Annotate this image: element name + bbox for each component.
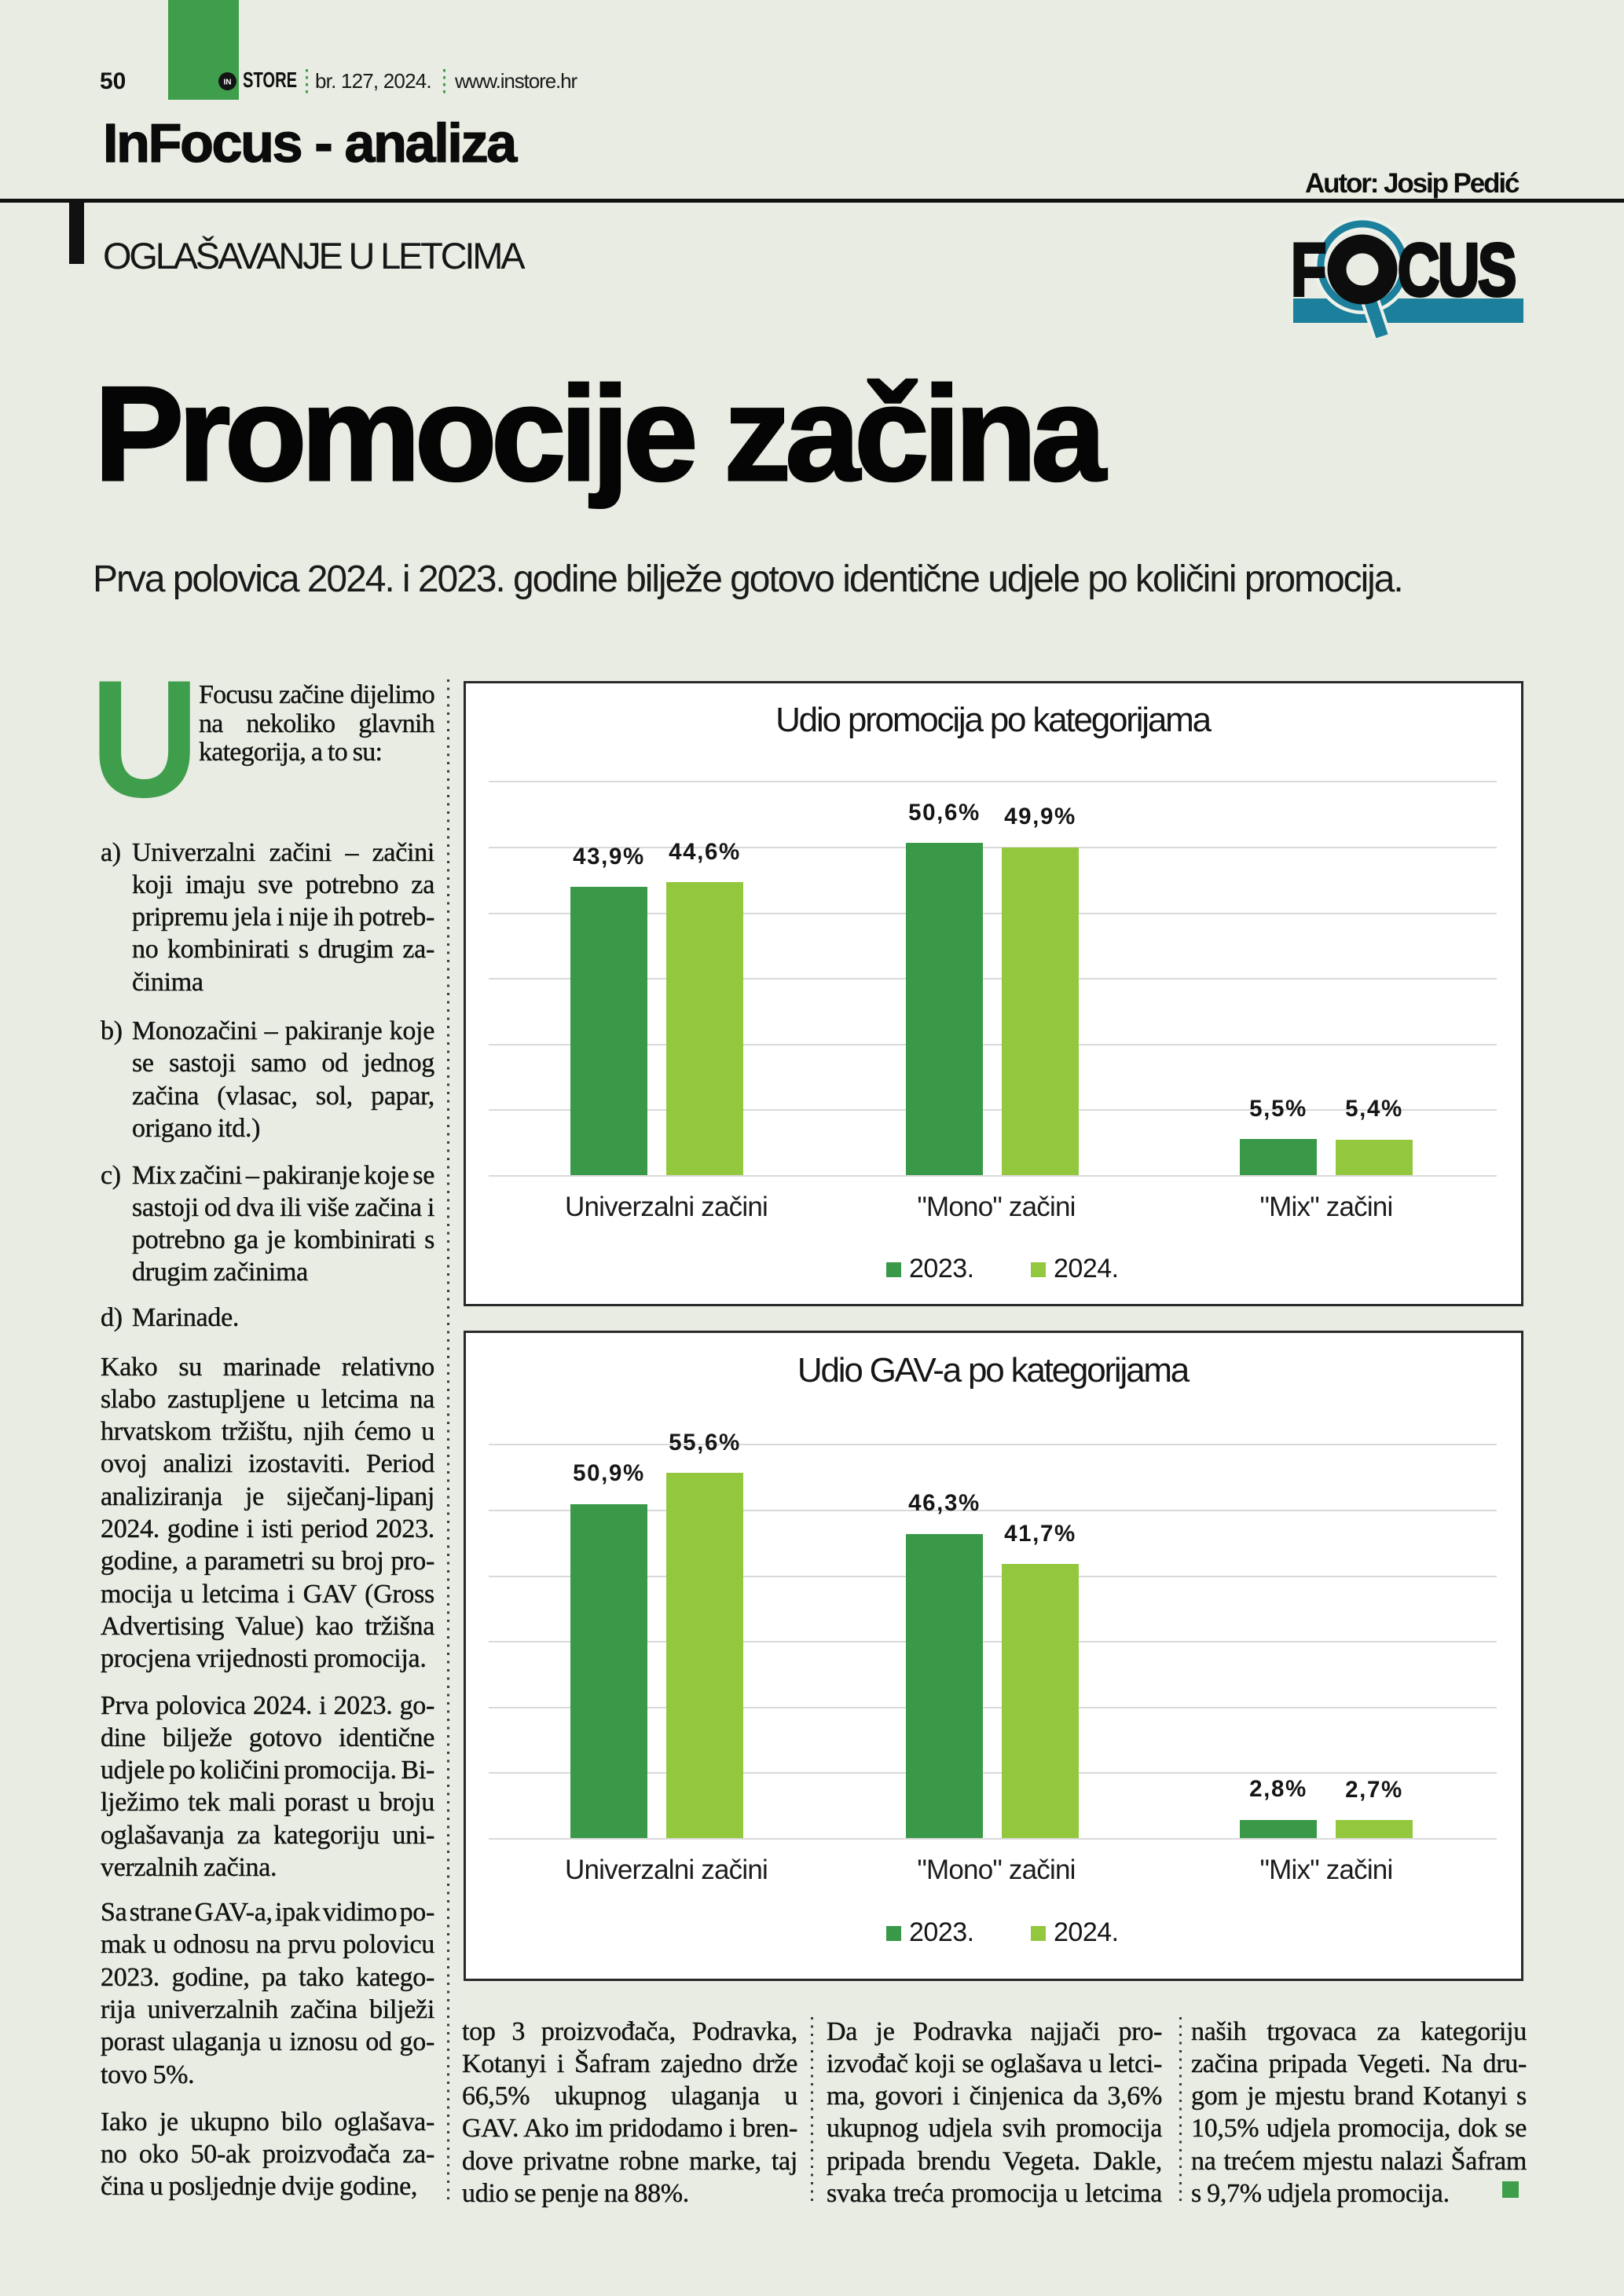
svg-text:CUS: CUS	[1398, 229, 1515, 312]
svg-text:IN: IN	[224, 79, 232, 87]
svg-text:F: F	[1291, 229, 1326, 312]
